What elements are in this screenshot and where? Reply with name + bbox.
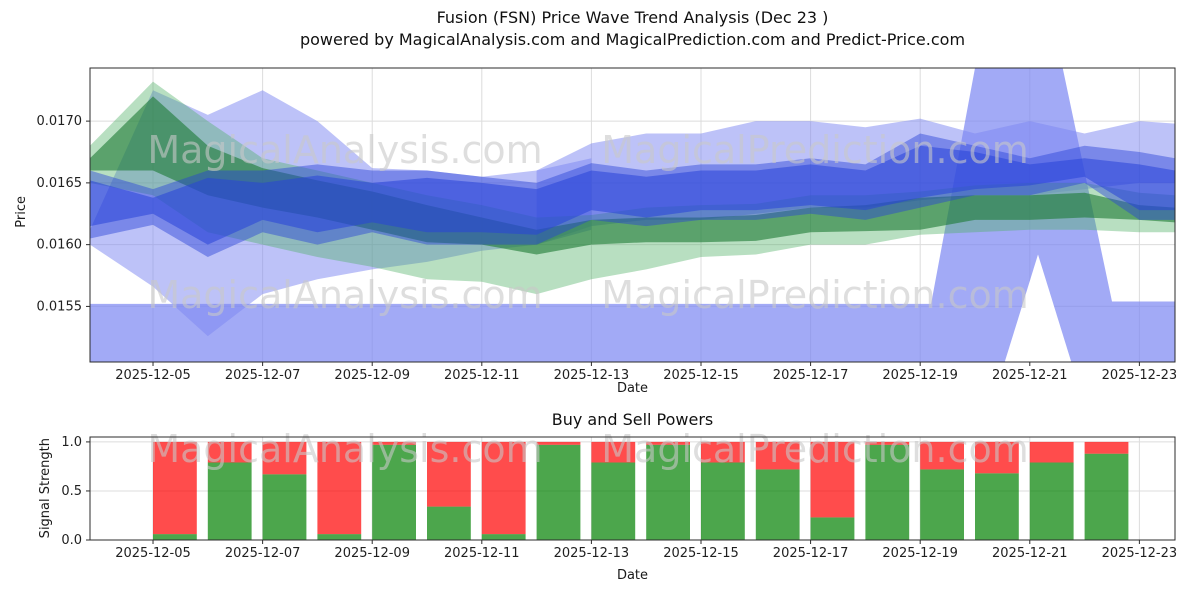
watermark-text: MagicalPrediction.com: [601, 273, 1029, 317]
wave-bands: [90, 68, 1175, 362]
buy-bar: [646, 444, 690, 540]
y-tick-label: 0.0160: [37, 238, 83, 253]
sell-bar: [481, 441, 526, 535]
buy-bar: [1084, 453, 1129, 540]
buy-bar: [701, 462, 745, 540]
y-tick-label: 0.0165: [37, 176, 83, 191]
buy-bar: [755, 469, 800, 540]
band-envelope-notch: [1005, 254, 1071, 362]
watermark-text: MagicalAnalysis.com: [147, 128, 542, 172]
x-tick-label: 2025-12-13: [554, 368, 630, 383]
x-tick-label: 2025-12-21: [992, 546, 1068, 561]
watermark-text: MagicalAnalysis.com: [147, 427, 542, 471]
buy-bar: [153, 534, 197, 540]
sell-bar: [591, 441, 636, 463]
x-tick-label: 2025-12-23: [1102, 546, 1178, 561]
signal-strength-axis-label: Signal Strength: [38, 438, 53, 539]
buy-bar: [1029, 462, 1074, 540]
x-tick-label: 2025-12-07: [225, 546, 301, 561]
sell-bar: [262, 441, 307, 475]
x-tick-label: 2025-12-19: [882, 368, 958, 383]
x-tick-label: 2025-12-07: [225, 368, 301, 383]
x-tick-label: 2025-12-23: [1102, 368, 1178, 383]
x-tick-label: 2025-12-11: [444, 368, 520, 383]
price-axes-border: [89, 67, 1176, 363]
buy-bar: [975, 473, 1019, 540]
band-blue-core: [90, 145, 1175, 245]
x-tick-label: 2025-12-17: [773, 546, 849, 561]
x-tick-label: 2025-12-05: [115, 368, 191, 383]
chart-subtitle: powered by MagicalAnalysis.com and Magic…: [299, 30, 966, 49]
sell-bar: [1029, 441, 1074, 463]
sell-bar: [427, 441, 471, 507]
band-green-outer: [90, 81, 1175, 295]
sell-bar: [975, 441, 1019, 474]
buy-bar: [481, 534, 526, 540]
sell-bar: [536, 441, 581, 445]
signal-chart-area: MagicalAnalysis.com MagicalPrediction.com…: [61, 427, 1177, 561]
buy-bar: [317, 534, 362, 540]
buy-bar: [536, 444, 581, 540]
x-tick-label: 2025-12-17: [773, 368, 849, 383]
x-tick-label: 2025-12-15: [663, 368, 739, 383]
x-tick-label: 2025-12-19: [882, 546, 958, 561]
date-axis-label-top: Date: [616, 381, 649, 396]
signal-axes-border: [89, 436, 1176, 541]
buy-bar: [920, 469, 964, 540]
x-tick-label: 2025-12-21: [992, 368, 1068, 383]
price-chart-area: MagicalAnalysis.com MagicalPrediction.com…: [37, 67, 1178, 383]
x-tick-label: 2025-12-09: [334, 368, 410, 383]
sell-bar: [755, 441, 800, 470]
x-tick-label: 2025-12-05: [115, 546, 191, 561]
watermark-text: MagicalAnalysis.com: [147, 273, 542, 317]
date-axis-label-bottom: Date: [616, 568, 649, 583]
y-tick-label: 0.0: [61, 533, 82, 548]
sell-bar: [153, 441, 197, 535]
buy-bar: [372, 444, 416, 540]
sell-bar: [1084, 441, 1129, 454]
sell-bar: [646, 441, 690, 445]
sell-bar: [701, 441, 745, 463]
y-tick-label: 0.0155: [37, 299, 83, 314]
sell-bar: [207, 441, 252, 463]
buy-bar: [865, 444, 910, 540]
buy-bar: [427, 506, 471, 540]
sell-bar: [810, 441, 855, 518]
signal-chart-title: Buy and Sell Powers: [551, 410, 714, 429]
sell-bar: [865, 441, 910, 445]
x-tick-label: 2025-12-15: [663, 546, 739, 561]
buy-bar: [262, 474, 307, 540]
chart-title: Fusion (FSN) Price Wave Trend Analysis (…: [436, 8, 829, 27]
y-tick-label: 0.0170: [37, 114, 83, 129]
x-tick-label: 2025-12-13: [554, 546, 630, 561]
price-axis-label: Price: [14, 196, 29, 228]
buy-bar: [810, 517, 855, 540]
watermark-text: MagicalPrediction.com: [601, 427, 1029, 471]
buy-bar: [207, 462, 252, 540]
y-tick-label: 1.0: [61, 435, 82, 450]
sell-bar: [920, 441, 964, 470]
x-tick-label: 2025-12-09: [334, 546, 410, 561]
x-tick-label: 2025-12-11: [444, 546, 520, 561]
y-tick-label: 0.5: [61, 484, 82, 499]
buy-bar: [591, 462, 636, 540]
sell-bar: [317, 441, 362, 535]
sell-bar: [372, 441, 416, 445]
watermark-text: MagicalPrediction.com: [601, 128, 1029, 172]
